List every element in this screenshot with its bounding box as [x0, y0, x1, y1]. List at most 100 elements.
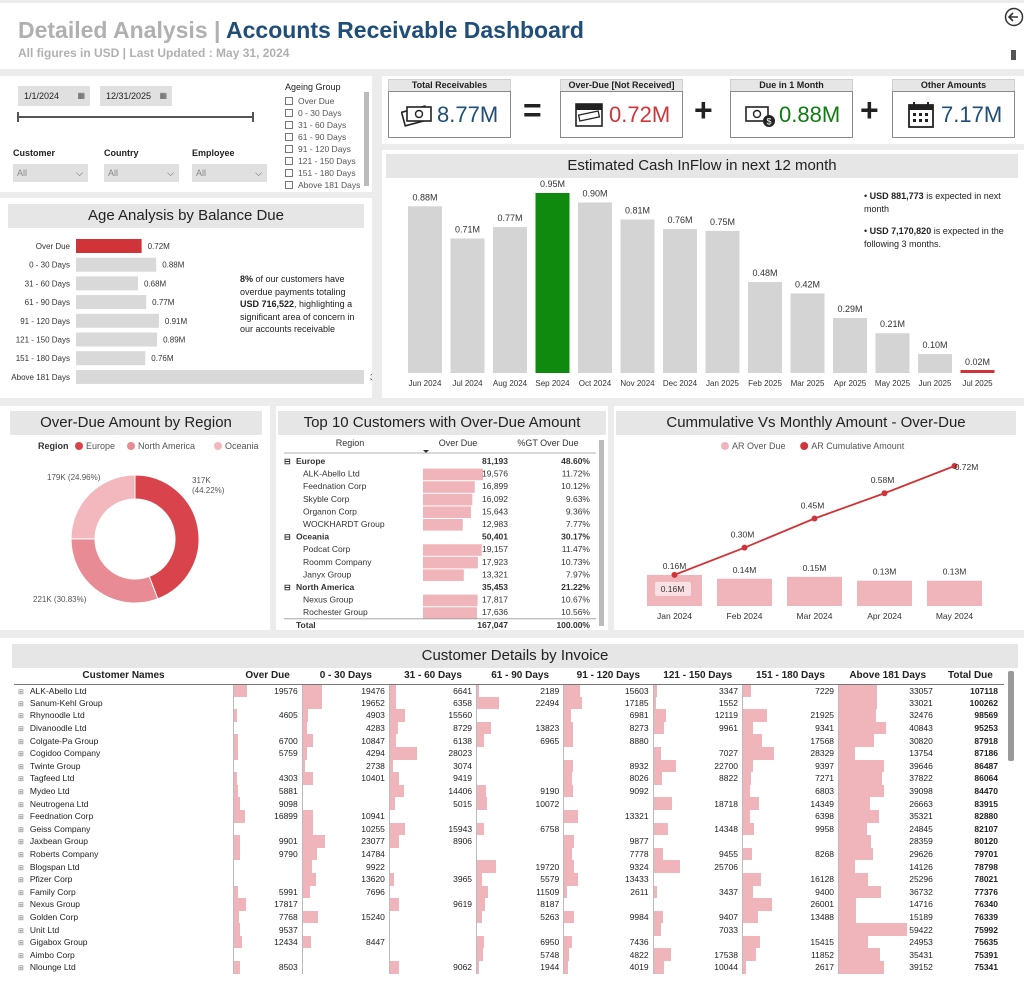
ageing-list-scrollbar[interactable] [364, 92, 369, 186]
invoice-col-header[interactable]: Customer Names [14, 668, 233, 685]
expand-icon[interactable]: ⊞ [18, 814, 24, 822]
age-bar[interactable] [76, 332, 158, 347]
expand-icon[interactable]: ⊞ [18, 940, 24, 948]
col-header-pct[interactable]: %GT Over Due [517, 438, 578, 448]
invoice-col-header[interactable]: Above 181 Days [838, 668, 937, 685]
expand-icon[interactable]: ⊞ [18, 789, 24, 797]
table-row[interactable]: ⊞ Unit Ltd 9537 7033 59422 75992 [14, 923, 1004, 936]
expand-icon[interactable]: ⊞ [18, 965, 24, 973]
table-row[interactable]: ⊞ Pfizer Corp 13620 3965 5579 13433 16128 25296… [14, 872, 1004, 886]
ageing-option[interactable]: 0 - 30 Days [285, 107, 365, 119]
table-row[interactable]: ⊞ Gigabox Group 12434 8447 6950 7436 15415 2495… [14, 935, 1004, 949]
table-row[interactable]: ⊞ Rhynoodle Ltd 4605 4903 15560 6981 12119 2192… [14, 709, 1004, 722]
table-row[interactable]: ⊞ Neutrogena Ltd 9098 5015 10072 18718 14349 26… [14, 797, 1004, 810]
invoice-col-header[interactable]: 91 - 120 Days [563, 668, 654, 685]
table-row[interactable]: ⊞ Golden Corp 7768 15240 5263 9984 9407 13488 15… [14, 910, 1004, 924]
expand-icon[interactable]: ⊞ [18, 700, 24, 708]
invoice-col-header[interactable]: 61 - 90 Days [476, 668, 564, 685]
expand-icon[interactable]: ⊞ [18, 763, 24, 771]
checkbox[interactable] [285, 157, 293, 165]
age-bar[interactable] [76, 351, 146, 366]
back-arrow-icon[interactable] [1004, 7, 1024, 27]
cash-bar[interactable] [450, 238, 485, 373]
sort-down-icon[interactable] [423, 450, 429, 453]
table-row[interactable]: ⊞ Nlounge Ltd 8503 9062 1944 4019 10044 2617 391… [14, 961, 1004, 974]
cumulative-point[interactable] [951, 463, 958, 469]
expand-icon[interactable]: ⊞ [18, 713, 24, 721]
checkbox[interactable] [285, 145, 293, 153]
donut-slice[interactable] [134, 474, 200, 600]
ageing-option[interactable]: 31 - 60 Days [285, 119, 365, 131]
start-date-input[interactable]: 1/1/2024 ▦ [18, 86, 90, 106]
table-row[interactable]: ⊞ Cogidoo Company 5759 4294 28023 7027 28329 13… [14, 746, 1004, 760]
expand-icon[interactable]: ⊞ [18, 952, 24, 960]
cash-bar[interactable] [960, 370, 995, 373]
employee-select[interactable]: All ⌵ [192, 164, 267, 182]
table-row[interactable]: ⊞ Aimbo Corp 5748 4822 17538 11852 35431 75391 [14, 948, 1004, 962]
table-row[interactable]: ⊞ ALK-Abello Ltd 19576 19476 6641 2189 15603 33… [14, 684, 1004, 697]
table-row[interactable]: ⊞ Sanum-Kehl Group 19652 6358 22494 17185 1552… [14, 696, 1004, 710]
checkbox[interactable] [285, 109, 293, 117]
donut-slice[interactable] [70, 474, 136, 540]
invoice-col-header[interactable]: Total Due [936, 668, 1004, 685]
ageing-option[interactable]: 151 - 180 Days [285, 167, 365, 179]
cash-bar[interactable] [790, 293, 825, 373]
cash-bar[interactable] [875, 333, 910, 373]
checkbox[interactable] [285, 133, 293, 141]
ageing-option[interactable]: 91 - 120 Days [285, 143, 365, 155]
invoice-col-header[interactable]: 151 - 180 Days [742, 668, 839, 685]
collapse-icon[interactable]: ⊟ [284, 533, 291, 542]
date-slider-end-handle[interactable] [252, 112, 254, 122]
invoice-col-header[interactable]: 0 - 30 Days [302, 668, 390, 685]
ageing-option[interactable]: Above 181 Days [285, 179, 365, 191]
age-bar[interactable] [76, 276, 138, 291]
invoice-col-header[interactable]: Over Due [233, 668, 303, 685]
age-bar[interactable] [76, 369, 364, 384]
table-row[interactable]: ⊞ Colgate-Pa Group 6700 10847 6138 6965 8880 17… [14, 734, 1004, 747]
age-bar[interactable] [76, 239, 142, 253]
cash-bar[interactable] [833, 318, 867, 373]
checkbox[interactable] [285, 181, 293, 189]
cumulative-point[interactable] [881, 490, 888, 497]
table-row[interactable]: ⊞ Family Corp 5991 7696 11509 2611 3437 9400 367… [14, 885, 1004, 899]
ageing-option[interactable]: 61 - 90 Days [285, 131, 365, 143]
collapse-icon[interactable]: ⊟ [284, 583, 291, 592]
cumulative-point[interactable] [671, 571, 678, 578]
invoice-col-header[interactable]: 121 - 150 Days [653, 668, 743, 685]
expand-icon[interactable]: ⊞ [18, 738, 24, 746]
table-row[interactable]: ⊞ Jaxbean Group 9901 23077 8906 9877 28359 8012… [14, 835, 1004, 848]
ageing-option[interactable]: 121 - 150 Days [285, 155, 365, 167]
age-bar[interactable] [76, 313, 159, 328]
expand-icon[interactable]: ⊞ [18, 726, 24, 734]
expand-icon[interactable]: ⊞ [18, 776, 24, 784]
col-header-region[interactable]: Region [336, 438, 365, 448]
cash-bar[interactable] [408, 206, 442, 373]
expand-icon[interactable]: ⊞ [18, 688, 24, 696]
collapse-icon[interactable]: ⊟ [284, 457, 291, 466]
expand-icon[interactable]: ⊞ [18, 826, 24, 834]
date-slider-start-handle[interactable] [17, 112, 19, 122]
cash-bar[interactable] [748, 282, 782, 373]
scroll-handle[interactable] [1011, 50, 1016, 60]
table-row[interactable]: ⊞ Roberts Company 9790 14784 7778 9455 8268 296… [14, 847, 1004, 861]
legend-label[interactable]: Oceania [225, 441, 259, 451]
overdue-bar[interactable] [787, 576, 842, 606]
overdue-bar[interactable] [857, 580, 912, 606]
expand-icon[interactable]: ⊞ [18, 889, 24, 897]
cash-bar[interactable] [918, 354, 952, 373]
calendar-icon[interactable]: ▦ [159, 91, 167, 100]
cash-bar[interactable] [578, 202, 612, 373]
cumulative-point[interactable] [741, 544, 748, 551]
age-bar[interactable] [76, 295, 147, 310]
ageing-option[interactable]: Over Due [285, 95, 365, 107]
expand-icon[interactable]: ⊞ [18, 839, 24, 847]
end-date-input[interactable]: 12/31/2025 ▦ [100, 86, 172, 106]
table-row[interactable]: ⊞ Nexus Group 17817 9619 8187 26001 14716 76340 [14, 898, 1004, 911]
overdue-bar[interactable] [927, 580, 982, 606]
expand-icon[interactable]: ⊞ [18, 801, 24, 809]
legend-label[interactable]: North America [138, 441, 195, 451]
overdue-bar[interactable] [717, 578, 772, 606]
expand-icon[interactable]: ⊞ [18, 902, 24, 910]
table-row[interactable]: ⊞ Feednation Corp 16899 10941 13321 6398 35321… [14, 809, 1004, 823]
invoice-scrollbar[interactable] [1008, 671, 1014, 761]
